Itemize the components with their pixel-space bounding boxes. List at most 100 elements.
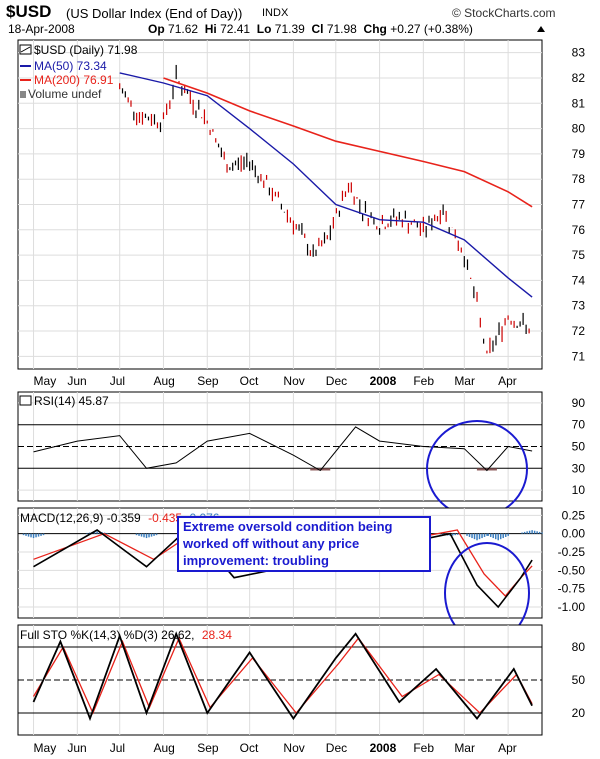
x-tick-label: 2008	[370, 374, 397, 388]
rsi-y-axis: 10 30 50 70 90	[572, 396, 586, 497]
y-tick-label: 71	[572, 349, 586, 363]
annotation-line: worked off without any price	[182, 536, 359, 551]
y-tick-label: 73	[572, 299, 586, 313]
sto-grid	[18, 625, 542, 735]
ma50-legend: MA(50) 73.34	[34, 59, 107, 73]
sto-y-axis: 20 50 80	[572, 640, 586, 720]
x-tick-label: May	[34, 741, 57, 755]
y-tick-label: 50	[572, 440, 586, 454]
x-tick-label: Jul	[110, 741, 125, 755]
price-panel: 71 72 73 74 75 76 77 78 79 80 81 82 83 $USD (Daily) …	[17, 39, 586, 370]
y-tick-label: 72	[572, 324, 586, 338]
rsi-oversold-fill	[310, 468, 331, 471]
y-tick-label: 10	[572, 483, 586, 497]
price-legend: $USD (Daily) 71.98 MA(50) 73.34 MA(200) …	[19, 43, 138, 101]
sto-legend-d: 28.34	[202, 628, 232, 642]
x-axis-top: May Jun Jul Aug Sep Oct Nov Dec 2008 Feb Mar Apr	[34, 374, 517, 388]
x-axis-bottom: May Jun Jul Aug Sep Oct Nov Dec 2008 Feb Mar Apr	[34, 741, 517, 755]
x-tick-label: Sep	[197, 741, 219, 755]
open-value: 71.62	[168, 22, 199, 36]
y-tick-label: 70	[572, 418, 586, 432]
y-tick-label: -0.75	[558, 582, 586, 596]
price-legend-swatch-stroke	[20, 46, 31, 53]
y-tick-label: -1.00	[558, 600, 586, 614]
price-y-axis: 71 72 73 74 75 76 77 78 79 80 81 82 83	[572, 46, 586, 364]
y-tick-label: 74	[572, 273, 586, 287]
y-tick-label: 0.25	[562, 508, 586, 522]
price-legend: $USD (Daily) 71.98	[34, 43, 138, 57]
macd-legend-prefix: MACD(12,26,9) -0.359	[20, 511, 141, 525]
x-tick-label: Nov	[283, 741, 304, 755]
y-tick-label: 79	[572, 147, 586, 161]
low-value: 71.39	[274, 22, 305, 36]
brand-link[interactable]: © StockCharts.com	[452, 6, 556, 20]
x-tick-label: Feb	[413, 741, 434, 755]
y-tick-label: 82	[572, 71, 586, 85]
close-label: Cl	[311, 22, 324, 36]
macd-y-axis: 0.25 0.00 -0.25 -0.50 -0.75 -1.00	[558, 508, 586, 614]
rsi-grid	[18, 392, 542, 501]
annotation-line: improvement: troubling	[183, 553, 329, 568]
x-tick-label: Dec	[326, 741, 347, 755]
y-tick-label: 20	[572, 706, 586, 720]
price-grid	[18, 40, 542, 369]
volume-legend: Volume undef	[28, 87, 102, 101]
ohlc-readout: Op 71.62 Hi 72.41 Lo 71.39 Cl 71.98 Chg …	[148, 22, 473, 36]
sto-k-line	[32, 631, 533, 722]
instrument-name: (US Dollar Index (End of Day))	[66, 6, 243, 21]
rsi-panel: 10 30 50 70 90 RSI(14) 45.87	[17, 391, 586, 518]
macd-legend-signal: -0.435	[148, 511, 182, 525]
x-tick-label: Nov	[283, 374, 304, 388]
x-tick-label: Apr	[498, 741, 517, 755]
high-value: 72.41	[220, 22, 251, 36]
y-tick-label: 76	[572, 223, 586, 237]
x-tick-label: 2008	[370, 741, 397, 755]
quote-date: 18-Apr-2008	[8, 22, 75, 36]
low-label: Lo	[256, 22, 272, 36]
rsi-oversold-fill	[476, 468, 497, 471]
annotation-line: Extreme oversold condition being	[183, 519, 393, 534]
y-tick-label: 83	[572, 46, 586, 60]
symbol: $USD	[6, 2, 52, 21]
x-tick-label: Oct	[240, 374, 259, 388]
change-value: +0.27 (+0.38%)	[390, 22, 473, 36]
y-tick-label: 78	[572, 172, 586, 186]
rsi-legend: RSI(14) 45.87	[34, 394, 109, 408]
x-tick-label: Aug	[153, 741, 174, 755]
high-label: Hi	[204, 22, 217, 36]
y-tick-label: 90	[572, 396, 586, 410]
y-tick-label: 50	[572, 673, 586, 687]
y-tick-label: -0.25	[558, 545, 586, 559]
price-bars	[119, 64, 530, 354]
x-tick-label: Mar	[454, 741, 475, 755]
x-tick-label: Sep	[197, 374, 219, 388]
y-tick-label: 30	[572, 461, 586, 475]
y-tick-label: 81	[572, 96, 586, 110]
rsi-line	[33, 426, 533, 472]
y-tick-label: 80	[572, 640, 586, 654]
y-tick-label: 0.00	[562, 527, 586, 541]
sto-panel: 20 50 80 Full STO %K(14,3) %D(3) 26.62, 28…	[17, 624, 586, 736]
x-tick-label: Dec	[326, 374, 347, 388]
volume-legend-swatch	[20, 91, 26, 98]
annotation-box	[177, 516, 431, 572]
ma200-legend: MA(200) 76.91	[34, 73, 114, 87]
x-tick-label: Apr	[498, 374, 517, 388]
open-label: Op	[148, 22, 165, 36]
x-tick-label: Aug	[153, 374, 174, 388]
sto-legend-prefix: Full STO %K(14,3) %D(3) 26.62,	[20, 628, 195, 642]
close-value: 71.98	[326, 22, 357, 36]
ma50-line	[119, 72, 533, 298]
x-tick-label: Jun	[67, 374, 86, 388]
x-tick-label: Oct	[240, 741, 259, 755]
x-tick-label: Mar	[454, 374, 475, 388]
x-tick-label: Jul	[110, 374, 125, 388]
y-tick-label: 77	[572, 198, 586, 212]
sto-d-line	[32, 636, 533, 715]
ma200-line	[163, 77, 533, 208]
collapse-arrow-icon[interactable]	[537, 26, 545, 32]
sto-legend: Full STO %K(14,3) %D(3) 26.62, 28.34	[20, 628, 232, 642]
y-tick-label: 80	[572, 122, 586, 136]
x-tick-label: May	[34, 374, 57, 388]
